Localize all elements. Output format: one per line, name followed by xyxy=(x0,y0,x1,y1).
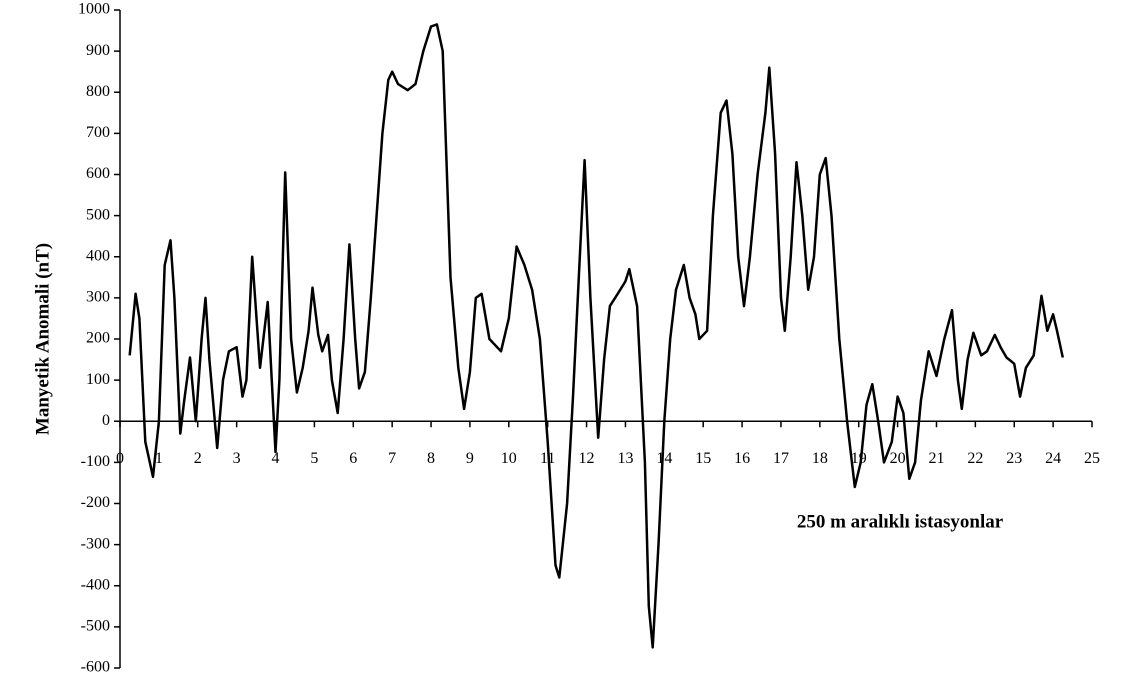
y-tick-label: 100 xyxy=(86,371,110,388)
y-tick-label: -300 xyxy=(81,535,110,552)
x-tick-label: 22 xyxy=(967,450,983,467)
x-tick-label: 14 xyxy=(656,450,672,467)
x-tick-label: 2 xyxy=(194,450,202,467)
y-tick-label: 300 xyxy=(86,289,110,306)
y-tick-label: 1000 xyxy=(78,1,110,18)
x-tick-label: 13 xyxy=(617,450,633,467)
y-tick-label: 600 xyxy=(86,165,110,182)
x-tick-label: 15 xyxy=(695,450,711,467)
x-tick-label: 7 xyxy=(388,450,396,467)
x-tick-label: 16 xyxy=(734,450,750,467)
x-tick-label: 9 xyxy=(466,450,474,467)
y-tick-label: 700 xyxy=(86,124,110,141)
y-tick-label: -200 xyxy=(81,494,110,511)
x-tick-label: 24 xyxy=(1045,450,1061,467)
y-tick-label: -600 xyxy=(81,659,110,676)
x-tick-label: 25 xyxy=(1084,450,1100,467)
y-tick-label: 200 xyxy=(86,330,110,347)
y-tick-label: 0 xyxy=(102,412,110,429)
x-tick-label: 8 xyxy=(427,450,435,467)
x-tick-label: 21 xyxy=(928,450,944,467)
y-tick-label: 500 xyxy=(86,206,110,223)
x-tick-label: 23 xyxy=(1006,450,1022,467)
x-tick-label: 1 xyxy=(155,450,163,467)
x-tick-label: 12 xyxy=(579,450,595,467)
x-tick-label: 0 xyxy=(116,450,124,467)
x-tick-label: 20 xyxy=(890,450,906,467)
x-tick-label: 3 xyxy=(233,450,241,467)
y-tick-label: 400 xyxy=(86,247,110,264)
x-tick-label: 5 xyxy=(310,450,318,467)
y-tick-label: -100 xyxy=(81,453,110,470)
y-tick-label: -500 xyxy=(81,618,110,635)
x-tick-label: 17 xyxy=(773,450,789,467)
y-tick-label: 800 xyxy=(86,83,110,100)
y-axis-label: Manyetik Anomali (nT) xyxy=(32,243,53,435)
y-tick-label: -400 xyxy=(81,576,110,593)
x-tick-label: 18 xyxy=(812,450,828,467)
x-tick-label: 4 xyxy=(272,450,280,467)
x-tick-label: 10 xyxy=(501,450,517,467)
y-tick-label: 900 xyxy=(86,42,110,59)
x-tick-label: 6 xyxy=(349,450,357,467)
data-line xyxy=(128,23,1065,649)
annotation: 250 m aralıklı istasyonlar xyxy=(797,511,1004,532)
